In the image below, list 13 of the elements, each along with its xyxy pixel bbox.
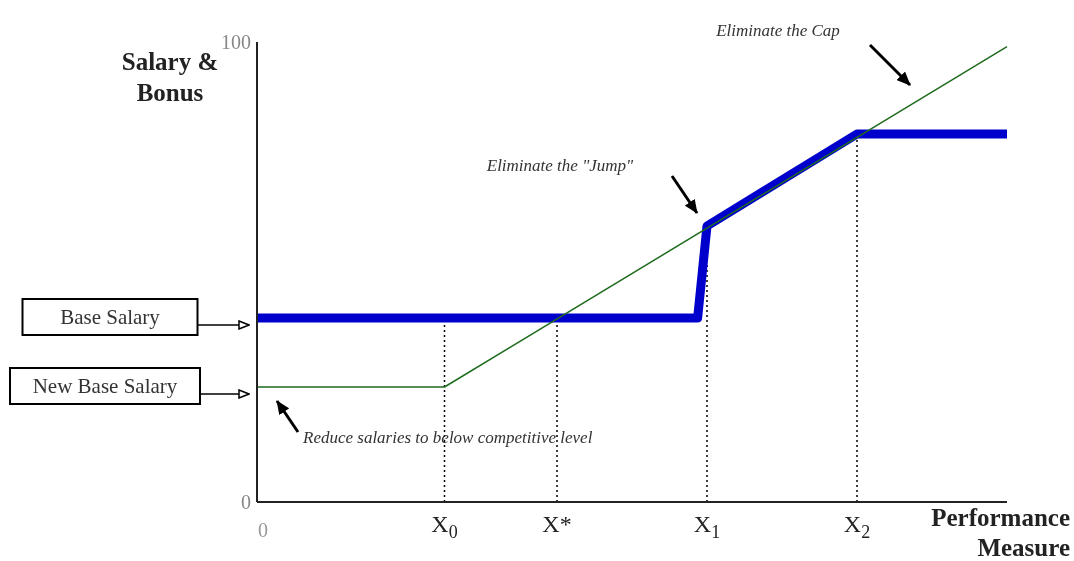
y-tick-label: 100 — [221, 31, 251, 53]
x-tick-label: X$_{0}$ — [431, 511, 458, 543]
y-axis-title: Salary & Bonus — [121, 48, 219, 106]
x-tick-label: X$_{1}$ — [693, 511, 721, 543]
annotation: Eliminate the "Jump" — [485, 156, 635, 175]
x-tick-label: X$_{2}$ — [843, 511, 871, 543]
x-axis-title: Performance Measure — [931, 504, 1070, 561]
annotation: Reduce salaries to below competitive level — [302, 428, 593, 447]
text: Base Salary — [60, 305, 161, 329]
x-tick-label: X* — [542, 511, 572, 537]
x-tick-label: 0 — [258, 519, 268, 541]
text: New Base Salary — [32, 374, 178, 398]
text: Eliminate the Cap — [715, 21, 840, 40]
